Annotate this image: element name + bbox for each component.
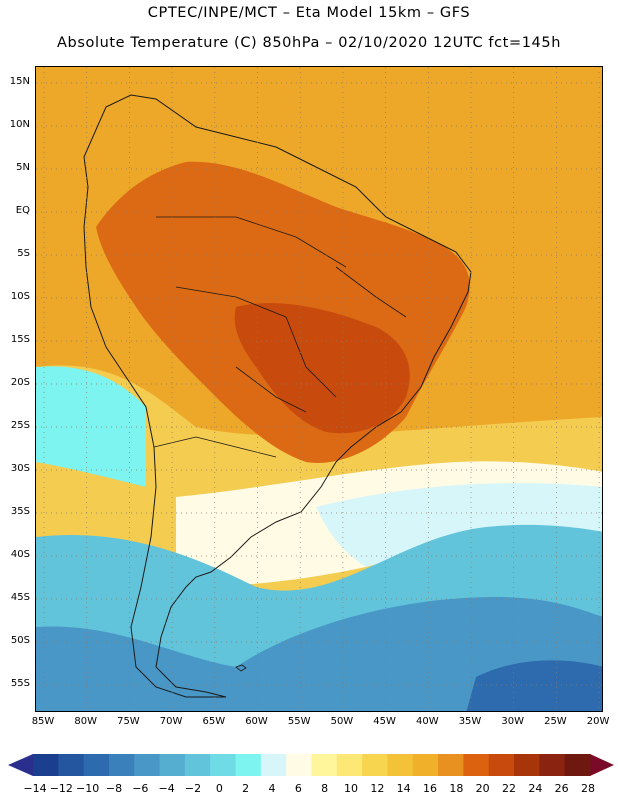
lat-label-15s: 15S <box>10 334 30 345</box>
colorbar-label: −4 <box>158 782 175 795</box>
lat-label-10n: 10N <box>9 119 30 130</box>
colorbar-label: 24 <box>528 782 543 795</box>
map-title-line1: CPTEC/INPE/MCT – Eta Model 15km – GFS <box>147 5 471 21</box>
colorbar-swatch <box>362 754 388 776</box>
lat-label-15n: 15N <box>9 76 30 87</box>
colorbar-label: 20 <box>475 782 490 795</box>
colorbar-label: −12 <box>49 782 73 795</box>
colorbar-swatch <box>159 754 186 776</box>
lon-label-60w: 60W <box>245 716 268 727</box>
colorbar-swatch <box>463 754 490 776</box>
colorbar-swatch <box>184 754 211 776</box>
colorbar-label: −14 <box>23 782 47 795</box>
hottest-core <box>234 303 410 434</box>
colorbar-swatch <box>83 754 110 776</box>
lon-label-40w: 40W <box>415 716 439 727</box>
south-america-outline <box>83 94 472 698</box>
lat-label-5s: 5S <box>17 248 30 259</box>
colorbar-label: 4 <box>268 782 276 795</box>
temperature-field <box>36 67 602 711</box>
lon-label-80w: 80W <box>74 716 97 727</box>
colorbar-swatch <box>311 754 338 776</box>
lon-label-55w: 55W <box>287 716 311 727</box>
country-borders <box>153 216 407 458</box>
lat-label-30s: 30S <box>10 463 30 474</box>
colorbar-label: −10 <box>76 782 100 795</box>
lat-label-35s: 35S <box>10 506 30 517</box>
falkland-islands <box>235 664 247 672</box>
colorbar-arrow-high <box>590 754 614 776</box>
colorbar-swatch <box>336 754 363 776</box>
lat-label-55s: 55S <box>10 678 30 689</box>
colorbar-swatch <box>412 754 439 776</box>
colorbar-label: 12 <box>370 782 385 795</box>
colorbar-swatch <box>488 754 515 776</box>
colorbar-swatches <box>33 754 591 776</box>
colorbar-swatch <box>235 754 262 776</box>
colorbar-label: 28 <box>581 782 595 795</box>
lat-label-40s: 40S <box>10 549 30 560</box>
colorbar-swatch <box>108 754 135 776</box>
light-cyan-band <box>316 483 602 567</box>
colorbar-label: −6 <box>132 782 149 795</box>
colorbar-label: 8 <box>321 782 329 795</box>
colorbar-swatch <box>134 754 161 776</box>
lat-label-20s: 20S <box>10 377 30 388</box>
lat-label-5n: 5N <box>16 162 30 173</box>
lon-label-25w: 25W <box>544 716 567 727</box>
lon-label-75w: 75W <box>117 716 140 727</box>
colorbar-label: 22 <box>502 782 516 795</box>
lon-label-85w: 85W <box>31 716 55 727</box>
colorbar-arrow-low <box>8 754 33 776</box>
lon-label-20w: 20W <box>586 716 610 727</box>
colder-band <box>36 597 602 711</box>
colorbar-label: 16 <box>423 782 437 795</box>
color-scale-bar <box>8 754 614 776</box>
colorbar-swatch <box>58 754 85 776</box>
colorbar-label: 2 <box>242 782 250 795</box>
colorbar-swatch <box>514 754 540 776</box>
colorbar-swatch <box>286 754 312 776</box>
coldest-patch <box>466 660 602 711</box>
colorbar-swatch <box>210 754 237 776</box>
colorbar-label: 0 <box>215 782 223 795</box>
colorbar-swatch <box>260 754 287 776</box>
lon-label-50w: 50W <box>330 716 354 727</box>
lon-label-35w: 35W <box>458 716 482 727</box>
colorbar-label: 10 <box>344 782 358 795</box>
lat-label-45s: 45S <box>10 592 30 603</box>
lat-label-10s: 10S <box>10 291 30 302</box>
lat-label-50s: 50S <box>10 635 30 646</box>
colorbar-label: 14 <box>396 782 411 795</box>
lat-label-25s: 25S <box>10 420 30 431</box>
temperature-map <box>35 66 603 712</box>
lon-label-30w: 30W <box>501 716 524 727</box>
colorbar-label: 18 <box>449 782 464 795</box>
colorbar-swatch <box>33 754 59 776</box>
map-title-line2: Absolute Temperature (C) 850hPa – 02/10/… <box>57 35 561 51</box>
lon-label-65w: 65W <box>202 716 226 727</box>
colorbar-swatch <box>539 754 566 776</box>
colorbar-label: 26 <box>554 782 569 795</box>
colorbar-label: 6 <box>294 782 302 795</box>
colorbar-label: −8 <box>105 782 123 795</box>
lon-label-70w: 70W <box>159 716 183 727</box>
colorbar-swatch <box>564 754 591 776</box>
lat-label-eq: EQ <box>15 205 30 216</box>
colorbar-swatch <box>387 754 414 776</box>
colorbar-label: −2 <box>184 782 202 795</box>
lon-label-45w: 45W <box>373 716 396 727</box>
colorbar-swatch <box>438 754 464 776</box>
